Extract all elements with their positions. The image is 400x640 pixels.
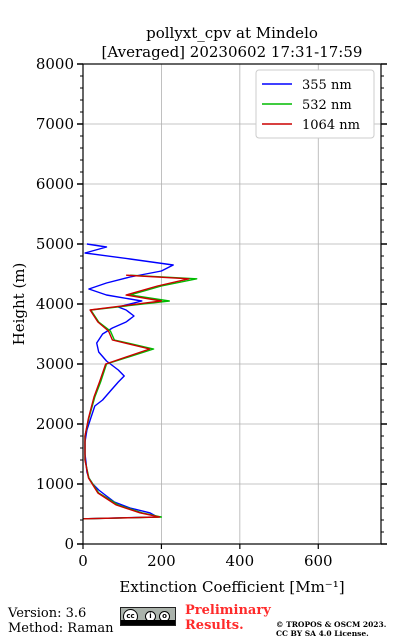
legend-label: 532 nm [302, 98, 352, 113]
x-tick-label: 600 [304, 552, 333, 570]
axis-ticks: 0 1000 2000 3000 4000 5000 6000 7000 8000 0 200 400… [36, 55, 387, 570]
preliminary-notice: Preliminary Results. [185, 603, 271, 633]
prelim-line-2: Results. [185, 618, 244, 633]
series-line-2 [82, 274, 190, 520]
copyright-line-1: © TROPOS & OSCM 2023. [276, 620, 387, 629]
x-tick-label: 200 [147, 552, 176, 570]
y-tick-label: 1000 [36, 475, 74, 493]
plot-frame [82, 63, 382, 545]
legend: 355 nm 532 nm 1064 nm [255, 69, 375, 139]
y-tick-label: 5000 [36, 235, 74, 253]
y-tick-label: 2000 [36, 415, 74, 433]
legend-box [255, 69, 375, 139]
footer-info: Version: 3.6 Method: Raman [8, 606, 114, 636]
x-tick-label: 0 [78, 552, 88, 570]
cc-by-sa-badge: cc i o [120, 607, 176, 626]
x-axis-label: Extinction Coefficient [Mm⁻¹] [119, 578, 344, 596]
x-tick-label: 400 [226, 552, 255, 570]
y-axis-label: Height (m) [10, 263, 28, 346]
prelim-line-1: Preliminary [185, 603, 271, 618]
data-series [82, 243, 198, 520]
badge-text-strip [121, 620, 175, 625]
y-tick-label: 4000 [36, 295, 74, 313]
y-tick-label: 6000 [36, 175, 74, 193]
y-tick-label: 8000 [36, 55, 74, 73]
method-text: Method: Raman [8, 621, 114, 636]
y-tick-label: 0 [64, 535, 74, 553]
version-text: Version: 3.6 [8, 606, 87, 621]
chart-subtitle: [Averaged] 20230602 17:31-17:59 [102, 43, 363, 61]
chart-title: pollyxt_cpv at Mindelo [146, 24, 318, 42]
copyright-notice: © TROPOS & OSCM 2023. CC BY SA 4.0 Licen… [276, 620, 386, 638]
legend-label: 1064 nm [302, 118, 360, 133]
y-tick-label: 7000 [36, 115, 74, 133]
y-tick-label: 3000 [36, 355, 74, 373]
series-line-1 [82, 274, 198, 520]
legend-label: 355 nm [302, 78, 352, 93]
copyright-line-2: CC BY SA 4.0 License. [276, 629, 369, 638]
